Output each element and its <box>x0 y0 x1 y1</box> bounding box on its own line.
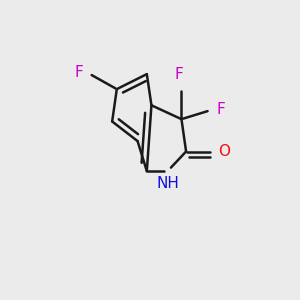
Text: F: F <box>74 65 83 80</box>
Text: F: F <box>175 67 184 82</box>
Text: O: O <box>218 144 230 159</box>
Text: NH: NH <box>156 176 179 191</box>
Text: F: F <box>216 102 225 117</box>
